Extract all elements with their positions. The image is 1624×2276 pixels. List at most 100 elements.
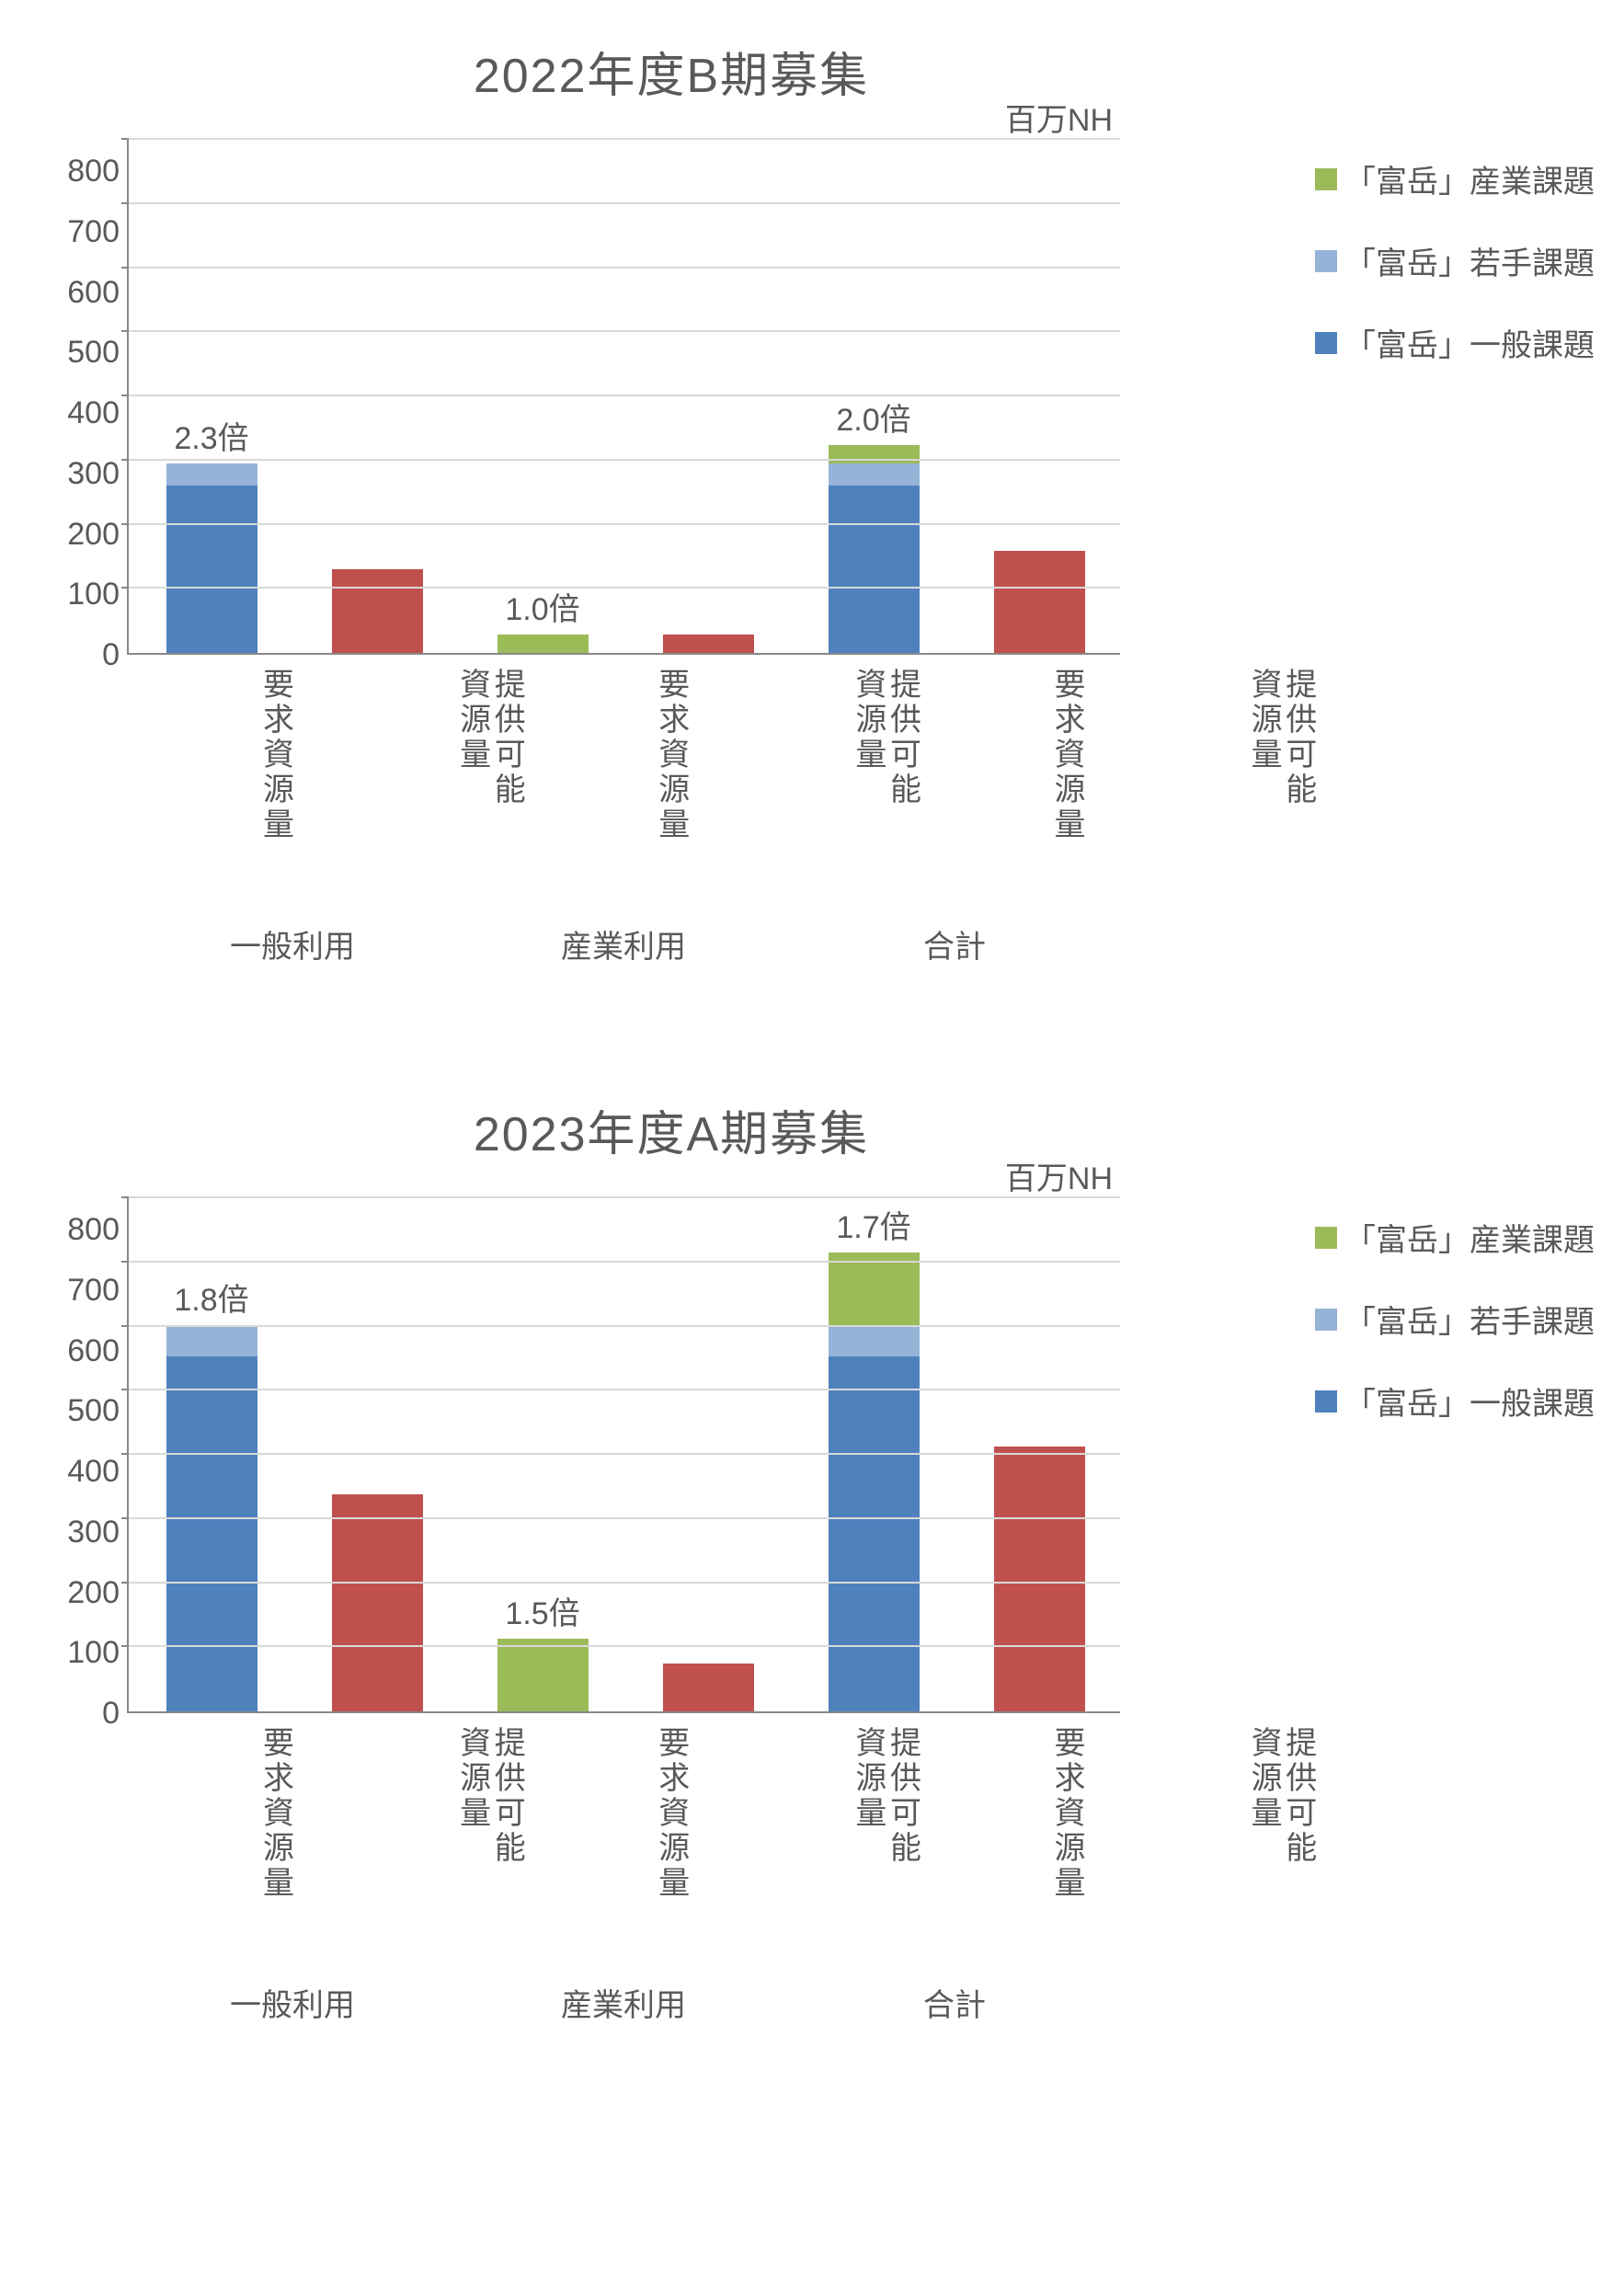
tick-mark	[121, 587, 129, 589]
x-sublabel-col: 資源量	[851, 668, 884, 807]
x-group-label: 産業利用	[458, 903, 789, 966]
x-sublabel: 提供可能資源量	[1082, 668, 1314, 807]
bar	[663, 635, 754, 653]
tick-mark	[121, 1325, 129, 1327]
x-group-label: 合計	[789, 903, 1120, 966]
x-sublabel-col: 提供可能	[886, 668, 919, 807]
bar-segment-teikyo	[994, 1447, 1085, 1711]
x-group-label: 合計	[789, 1961, 1120, 2025]
chart-2022b: 2022年度B期募集 百万NH 800700600500400300200100…	[55, 37, 1569, 966]
plot-wrap: 8007006005004003002001000 2.3倍1.0倍2.0倍 要…	[55, 140, 1120, 966]
tick-mark	[121, 1517, 129, 1519]
x-axis: 要求資源量提供可能資源量要求資源量提供可能資源量要求資源量提供可能資源量 一般利…	[127, 655, 1120, 966]
grid-line	[129, 1517, 1120, 1519]
x-sublabel-cell: 提供可能資源量	[291, 655, 522, 894]
bar-segment-teikyo	[332, 569, 423, 653]
bar-segment-sangyo	[829, 1252, 920, 1325]
bar-segment-teikyo	[663, 1664, 754, 1712]
x-sublabel: 提供可能資源量	[291, 1726, 522, 1866]
legend-item: 「富岳」産業課題	[1315, 156, 1624, 201]
legend-label: 「富岳」産業課題	[1344, 156, 1595, 201]
tick-mark	[121, 1582, 129, 1584]
grid-line	[129, 587, 1120, 589]
bar-segment-sangyo	[497, 635, 589, 653]
x-axis-groups: 一般利用産業利用合計	[127, 1961, 1120, 2025]
x-sublabel-cell: 要求資源量	[127, 1713, 291, 1952]
legend-swatch-ippan	[1315, 1390, 1337, 1412]
x-sublabel-col: 提供可能	[1281, 668, 1314, 807]
bar	[332, 569, 423, 653]
bar-segment-wakate	[829, 463, 920, 486]
x-sublabel-col: 要求資源量	[1049, 1726, 1082, 1901]
x-sublabel-col: 要求資源量	[654, 1726, 687, 1901]
bar-value-label: 1.8倍	[138, 1275, 285, 1320]
bar	[663, 1664, 754, 1712]
plot-wrap: 8007006005004003002001000 1.8倍 1.5倍 1.7倍 要…	[55, 1198, 1120, 2025]
y-tick-label: 200	[55, 1577, 120, 1608]
grid-line	[129, 1582, 1120, 1584]
y-tick-label: 100	[55, 578, 120, 610]
bar-segment-teikyo	[663, 635, 754, 653]
chart-body: 百万NH 8007006005004003002001000 1.8倍1.5倍1…	[55, 1172, 1287, 2025]
tick-mark	[121, 330, 129, 332]
tick-mark	[121, 395, 129, 396]
bars-layer: 1.8倍 1.5倍 1.7倍	[129, 1198, 1120, 1711]
y-axis-label: 百万NH	[55, 95, 1113, 140]
grid-line	[129, 1325, 1120, 1327]
x-sublabel: 要求資源量	[127, 668, 291, 842]
x-group-label: 産業利用	[458, 1961, 789, 2025]
x-sublabel-cell: 要求資源量	[919, 1713, 1082, 1952]
bar-value-label: 2.0倍	[800, 395, 947, 440]
x-sublabel-col: 資源量	[1246, 668, 1279, 807]
tick-mark	[121, 267, 129, 269]
chart-left: 2023年度A期募集 百万NH 800700600500400300200100…	[55, 1095, 1287, 2025]
plot-area: 2.3倍 1.0倍 2.0倍	[127, 140, 1120, 655]
grid-line	[129, 202, 1120, 204]
x-sublabel: 提供可能資源量	[291, 668, 522, 807]
legend-swatch-ippan	[1315, 332, 1337, 354]
x-sublabel-cell: 要求資源量	[127, 655, 291, 894]
legend-swatch-wakate	[1315, 250, 1337, 272]
x-sublabel: 要求資源量	[127, 1726, 291, 1901]
legend-swatch-sangyo	[1315, 1227, 1337, 1249]
bar-segment-ippan	[166, 486, 257, 653]
y-ticks: 8007006005004003002001000	[55, 1198, 120, 1713]
x-sublabel: 要求資源量	[522, 668, 686, 842]
bar-segment-wakate	[166, 1325, 257, 1356]
x-sublabel-cell: 提供可能資源量	[291, 1713, 522, 1952]
bar-segment-ippan	[166, 1356, 257, 1711]
y-axis-column: 百万NH 8007006005004003002001000 1.8倍1.5倍1…	[55, 1172, 1120, 2025]
bar-value-label: 1.0倍	[469, 584, 616, 629]
x-sublabel-col: 要求資源量	[258, 668, 292, 842]
tick-mark	[121, 1453, 129, 1455]
x-sublabel-col: 資源量	[455, 668, 488, 807]
bar	[829, 445, 920, 653]
y-tick-label: 500	[55, 1395, 120, 1426]
x-sublabel-col: 要求資源量	[1049, 668, 1082, 842]
legend-label: 「富岳」産業課題	[1344, 1215, 1595, 1260]
x-sublabel-col: 提供可能	[490, 668, 523, 807]
legend-swatch-sangyo	[1315, 168, 1337, 190]
x-sublabel-col: 資源量	[1246, 1726, 1279, 1866]
bar-segment-teikyo	[994, 551, 1085, 653]
x-sublabel: 要求資源量	[919, 1726, 1082, 1901]
legend-label: 「富岳」若手課題	[1344, 1297, 1595, 1342]
legend-item: 「富岳」若手課題	[1315, 1297, 1624, 1342]
grid-line	[129, 1645, 1120, 1647]
bar	[994, 551, 1085, 653]
x-sublabel-cell: 提供可能資源量	[687, 1713, 919, 1952]
legend-swatch-wakate	[1315, 1309, 1337, 1331]
bar-value-label: 1.5倍	[469, 1588, 616, 1633]
y-ticks: 8007006005004003002001000	[55, 140, 120, 655]
chart-body: 百万NH 8007006005004003002001000 2.3倍1.0倍2…	[55, 113, 1287, 966]
chart-left: 2022年度B期募集 百万NH 800700600500400300200100…	[55, 37, 1287, 966]
bar-value-label: 1.7倍	[800, 1202, 947, 1247]
x-sublabel-cell: 要求資源量	[522, 1713, 686, 1952]
tick-mark	[121, 202, 129, 204]
x-sublabel-cell: 提供可能資源量	[687, 655, 919, 894]
y-tick-label: 200	[55, 519, 120, 550]
x-sublabel: 提供可能資源量	[1082, 1726, 1314, 1866]
bar-segment-wakate	[166, 463, 257, 486]
bar	[332, 1494, 423, 1711]
bar-value-label: 2.3倍	[138, 413, 285, 458]
